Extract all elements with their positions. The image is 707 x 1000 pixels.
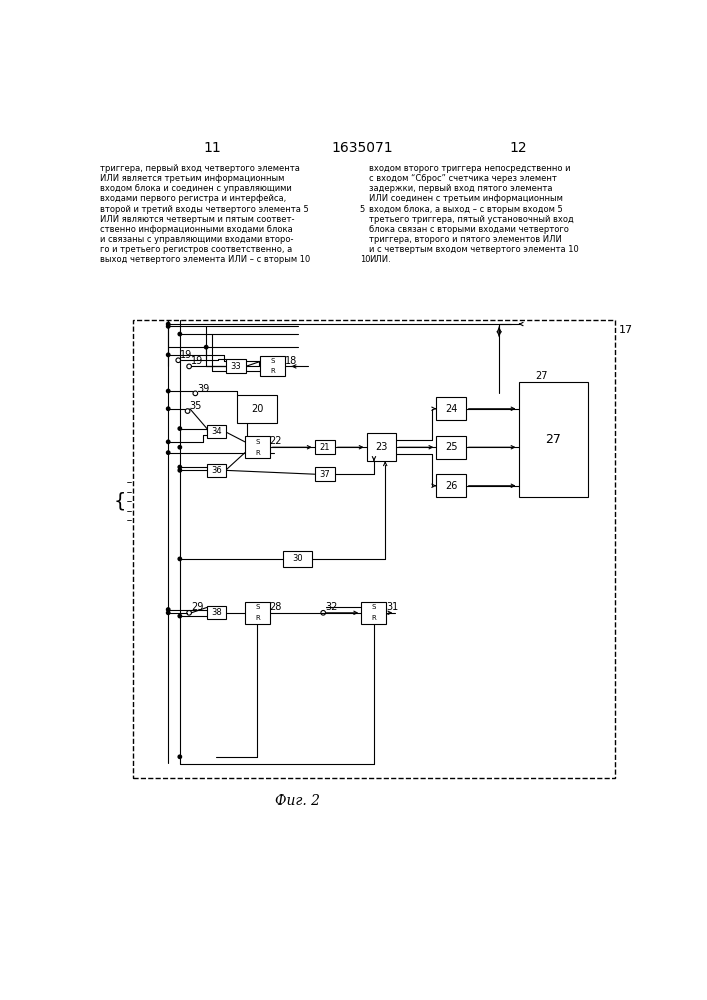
Text: входом блока и соединен с управляющими: входом блока и соединен с управляющими: [100, 184, 292, 193]
Circle shape: [166, 407, 170, 410]
Text: ИЛИ являются четвертым и пятым соответ-: ИЛИ являются четвертым и пятым соответ-: [100, 215, 295, 224]
Text: 35: 35: [189, 401, 201, 411]
Text: задержки, первый вход пятого элемента: задержки, первый вход пятого элемента: [369, 184, 552, 193]
Text: Фиг. 2: Фиг. 2: [275, 794, 320, 808]
Text: 38: 38: [211, 608, 221, 617]
Circle shape: [166, 608, 170, 611]
Circle shape: [178, 465, 182, 469]
Circle shape: [204, 345, 208, 349]
Bar: [367, 433, 396, 461]
Text: 24: 24: [445, 404, 457, 414]
Text: триггера, первый вход четвертого элемента: триггера, первый вход четвертого элемент…: [100, 164, 300, 173]
Circle shape: [166, 353, 170, 357]
Bar: [207, 464, 226, 477]
Text: блока связан с вторыми входами четвертого: блока связан с вторыми входами четвертог…: [369, 225, 569, 234]
Bar: [245, 602, 270, 624]
Text: S: S: [371, 604, 375, 610]
Text: 31: 31: [386, 602, 398, 612]
Bar: [134, 320, 615, 778]
Text: 37: 37: [320, 470, 330, 479]
Circle shape: [178, 446, 182, 449]
Text: ИЛИ соединен с третьим информационным: ИЛИ соединен с третьим информационным: [369, 194, 563, 203]
Circle shape: [166, 451, 170, 454]
Bar: [245, 436, 270, 458]
Text: 32: 32: [325, 602, 338, 612]
Circle shape: [166, 322, 170, 326]
Bar: [361, 602, 386, 624]
Text: 28: 28: [270, 602, 282, 612]
Text: 30: 30: [292, 554, 303, 563]
Bar: [260, 356, 285, 376]
Text: с входом “Сброс” счетчика через элемент: с входом “Сброс” счетчика через элемент: [369, 174, 557, 183]
Bar: [518, 382, 588, 497]
Text: {: {: [113, 492, 126, 511]
Text: 39: 39: [197, 384, 209, 394]
Circle shape: [178, 332, 182, 336]
Bar: [237, 395, 277, 423]
Bar: [283, 551, 312, 567]
Text: триггера, второго и пятого элементов ИЛИ: триггера, второго и пятого элементов ИЛИ: [369, 235, 562, 244]
Text: 25: 25: [445, 442, 457, 452]
Bar: [436, 474, 466, 497]
Text: 27: 27: [535, 371, 548, 381]
Circle shape: [178, 755, 182, 758]
Text: ИЛИ является третьим информационным: ИЛИ является третьим информационным: [100, 174, 284, 183]
Text: 17: 17: [619, 325, 633, 335]
Text: выход четвертого элемента ИЛИ – с вторым 10: выход четвертого элемента ИЛИ – с вторым…: [100, 255, 310, 264]
Text: и связаны с управляющими входами второ-: и связаны с управляющими входами второ-: [100, 235, 293, 244]
Circle shape: [178, 427, 182, 430]
Text: входом блока, а выход – с вторым входом 5: входом блока, а выход – с вторым входом …: [369, 205, 563, 214]
Text: R: R: [255, 615, 259, 621]
Text: и с четвертым входом четвертого элемента 10: и с четвертым входом четвертого элемента…: [369, 245, 578, 254]
Text: 29: 29: [192, 602, 204, 612]
Bar: [315, 440, 335, 454]
Text: S: S: [255, 604, 259, 610]
Bar: [207, 425, 226, 438]
Text: ИЛИ.: ИЛИ.: [369, 255, 391, 264]
Circle shape: [178, 557, 182, 561]
Bar: [207, 606, 226, 619]
Text: R: R: [371, 615, 376, 621]
Text: 1635071: 1635071: [331, 141, 393, 155]
Circle shape: [166, 611, 170, 614]
Circle shape: [166, 389, 170, 393]
Text: входом второго триггера непосредственно и: входом второго триггера непосредственно …: [369, 164, 571, 173]
Text: S: S: [271, 358, 275, 364]
Bar: [226, 359, 246, 373]
Bar: [436, 397, 466, 420]
Text: 12: 12: [510, 141, 527, 155]
Text: R: R: [255, 450, 259, 456]
Text: ственно информационными входами блока: ственно информационными входами блока: [100, 225, 293, 234]
Text: 5: 5: [360, 205, 365, 214]
Text: 10: 10: [360, 255, 370, 264]
Text: го и третьего регистров соответственно, а: го и третьего регистров соответственно, …: [100, 245, 292, 254]
Circle shape: [166, 325, 170, 328]
Text: 33: 33: [230, 362, 241, 371]
Text: третьего триггера, пятый установочный вход: третьего триггера, пятый установочный вх…: [369, 215, 573, 224]
Text: 11: 11: [204, 141, 221, 155]
Text: 18: 18: [286, 356, 298, 366]
Text: 21: 21: [320, 443, 330, 452]
Text: 23: 23: [375, 442, 387, 452]
Text: 19: 19: [192, 356, 204, 366]
Text: 27: 27: [545, 433, 561, 446]
Text: R: R: [271, 368, 275, 374]
Text: 34: 34: [211, 427, 221, 436]
Text: 22: 22: [269, 436, 282, 446]
Circle shape: [178, 614, 182, 618]
Circle shape: [178, 469, 182, 472]
Circle shape: [166, 440, 170, 444]
Text: 20: 20: [251, 404, 264, 414]
Bar: [436, 436, 466, 459]
Text: 26: 26: [445, 481, 457, 491]
Text: второй и третий входы четвертого элемента 5: второй и третий входы четвертого элемент…: [100, 205, 309, 214]
Text: 19: 19: [180, 350, 192, 360]
Text: 36: 36: [211, 466, 221, 475]
Text: входами первого регистра и интерфейса,: входами первого регистра и интерфейса,: [100, 194, 286, 203]
Text: S: S: [255, 439, 259, 445]
Bar: [315, 467, 335, 481]
